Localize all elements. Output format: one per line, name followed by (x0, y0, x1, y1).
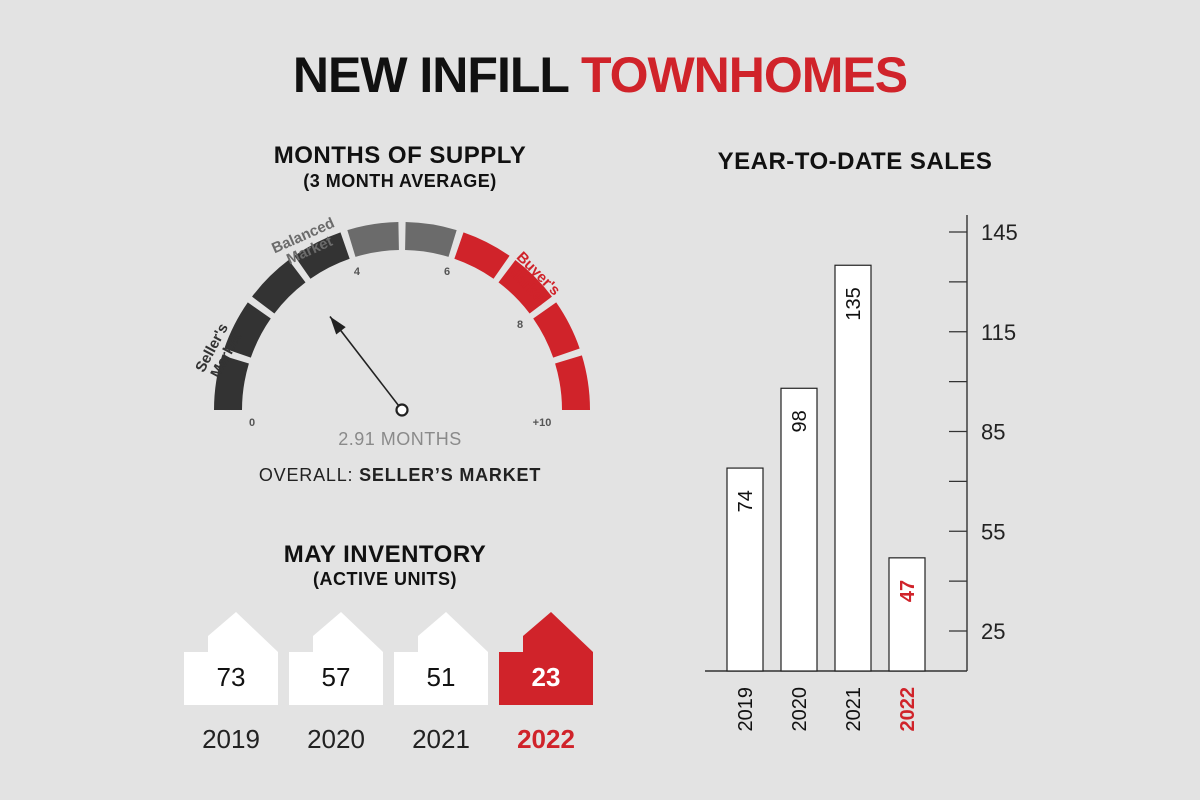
inventory-title: MAY INVENTORY (283, 541, 487, 568)
ytd-bar (780, 387, 818, 672)
inventory-value-label: 57 (322, 662, 351, 692)
ytd-category-labels: 2019 2020 2021 2022 (735, 687, 919, 732)
inventory-year-label: 2022 (517, 724, 575, 754)
ytd-tick-label: 115 (981, 320, 1016, 345)
gauge-needle (329, 316, 409, 417)
ytd-value-label: 135 (843, 287, 865, 320)
gauge-segment (347, 222, 399, 257)
ytd-value-label: 74 (735, 490, 757, 512)
ytd-bar (726, 467, 764, 672)
ytd-bar (834, 264, 872, 672)
inventory-year-label: 2019 (202, 724, 260, 754)
inventory-value-label: 51 (427, 662, 456, 692)
overall-prefix: OVERALL: (258, 465, 354, 485)
ytd-axis: 25 55 85 115 145 (705, 215, 1018, 672)
overall-value: SELLER’S MARKET (359, 465, 542, 485)
ytd-tick-label: 85 (981, 420, 1005, 445)
gauge-segments (214, 222, 590, 410)
supply-subtitle: (3 MONTH AVERAGE) (303, 171, 497, 191)
ytd-category-label: 2020 (789, 687, 811, 732)
title-part1: NEW INFILL (292, 47, 569, 103)
gauge-segment (498, 260, 552, 314)
gauge-segment (454, 232, 510, 279)
gauge-tick-label: 0 (249, 417, 255, 429)
ytd-tick-label: 55 (981, 519, 1005, 544)
supply-value: 2.91 MONTHS (338, 429, 462, 449)
gauge-segment (214, 355, 249, 410)
gauge-tick-label: 4 (354, 266, 361, 278)
ytd-value-label: 98 (789, 410, 811, 432)
ytd-bars: 74 98 135 47 (726, 264, 926, 672)
supply-overall: OVERALL: SELLER’S MARKET (200, 465, 600, 486)
inventory-value-label: 73 (217, 662, 246, 692)
page-title: NEW INFILL TOWNHOMES (0, 46, 1200, 104)
gauge-segment (405, 222, 457, 257)
inventory-house (394, 612, 488, 705)
ytd-category-label: 2022 (897, 687, 919, 732)
ytd-tick-label: 145 (981, 220, 1018, 245)
gauge-ticks: 0 4 6 8 +10 (249, 266, 551, 429)
ytd-tick-label: 25 (981, 619, 1005, 644)
inventory-house (499, 612, 593, 705)
ytd-category-label: 2021 (843, 687, 865, 732)
ytd-title: YEAR-TO-DATE SALES (717, 148, 993, 175)
needle-line (329, 316, 403, 411)
gauge-segment (224, 302, 271, 358)
inventory-value-label: 23 (532, 662, 561, 692)
supply-title: MONTHS OF SUPPLY (273, 142, 527, 169)
gauge-tick-label: 8 (517, 319, 523, 331)
gauge-segment (294, 232, 350, 279)
inventory-subtitle: (ACTIVE UNITS) (313, 569, 457, 589)
gauge-segment (555, 355, 590, 410)
title-part2: TOWNHOMES (580, 47, 908, 103)
gauge-tick-label: +10 (533, 417, 552, 429)
gauge-segment (533, 302, 580, 358)
inventory-year-label: 2021 (412, 724, 470, 754)
inventory-house (289, 612, 383, 705)
gauge-tick-label: 6 (444, 266, 450, 278)
ytd-value-label: 47 (897, 580, 919, 602)
ytd-category-label: 2019 (735, 687, 757, 732)
gauge-segment (252, 260, 306, 314)
inventory-house (184, 612, 278, 705)
needle-arrowhead (329, 316, 346, 335)
ytd-bar (888, 557, 926, 672)
needle-pivot (395, 403, 409, 417)
inventory-year-label: 2020 (307, 724, 365, 754)
